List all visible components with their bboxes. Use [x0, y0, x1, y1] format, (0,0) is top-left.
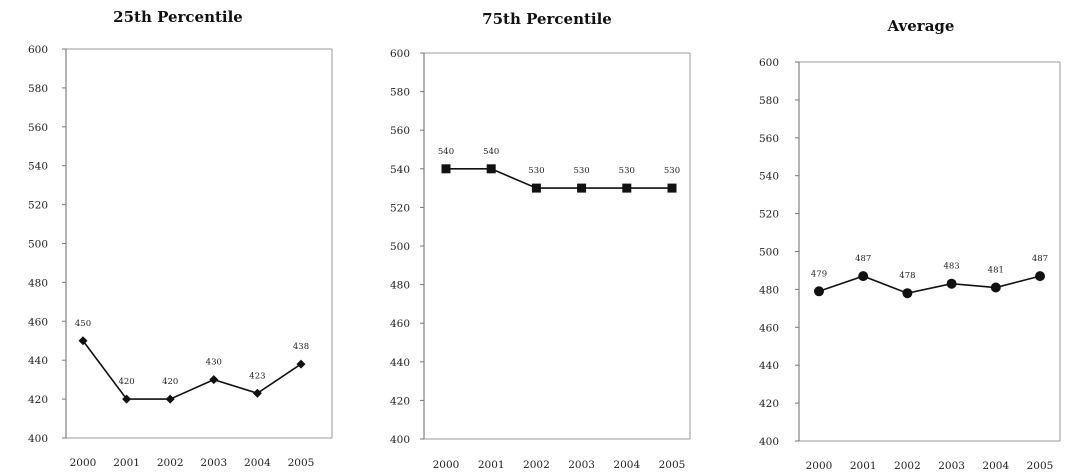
x-tick-label: 2000 [806, 460, 833, 472]
data-point-marker [486, 164, 496, 174]
data-label: 423 [249, 371, 265, 381]
x-tick-label: 2002 [894, 460, 921, 472]
y-tick-label: 540 [759, 171, 779, 183]
x-tick-label: 2004 [613, 459, 640, 471]
y-tick-label: 580 [28, 83, 48, 95]
x-tick-label: 2002 [157, 457, 184, 469]
chart-panel-3: Average 400 420 440 460 480 500 520 540 560 580 600… [759, 17, 1061, 472]
data-label: 540 [483, 147, 499, 157]
data-label: 430 [206, 358, 222, 368]
x-tick-label: 2004 [244, 457, 271, 469]
y-tick-label: 520 [759, 209, 779, 221]
y-tick-label: 560 [28, 122, 48, 134]
data-point-marker [252, 388, 262, 398]
data-point-marker [858, 271, 869, 282]
y-tick-label: 540 [390, 164, 410, 176]
data-point-marker [531, 183, 541, 193]
data-label: 420 [162, 377, 178, 387]
series-line [818, 275, 1041, 295]
data-point-marker [165, 394, 175, 404]
data-point-marker [78, 336, 88, 346]
x-tick-label: 2003 [200, 457, 227, 469]
x-tick-label: 2001 [478, 459, 505, 471]
x-tick-label: 2005 [659, 459, 686, 471]
y-tick-label: 400 [759, 436, 779, 448]
y-tick-label: 440 [390, 357, 410, 369]
data-label: 540 [438, 147, 454, 157]
data-label: 438 [293, 342, 309, 352]
data-point-marker [296, 359, 306, 369]
chart-panel-2: 75th Percentile 400 420 440 460 480 500 520 540 5… [390, 10, 691, 471]
y-tick-label: 440 [28, 355, 48, 367]
y-tick-label: 460 [759, 322, 779, 334]
data-label: 450 [75, 319, 91, 329]
data-point-marker [990, 282, 1001, 293]
y-tick-label: 480 [390, 280, 410, 292]
x-tick-label: 2003 [938, 460, 965, 472]
chart-panel-1: 25th Percentile 400 420 440 460 480 500 520 540 5… [28, 8, 333, 469]
y-tick-label: 460 [390, 318, 410, 330]
data-label: 481 [988, 266, 1004, 276]
data-point-marker [441, 164, 451, 174]
data-point-marker [1035, 271, 1045, 282]
y-tick-label: 520 [390, 202, 410, 214]
x-tick-label: 2001 [850, 460, 877, 472]
x-tick-label: 2000 [433, 459, 460, 471]
y-tick-label: 420 [390, 395, 410, 407]
data-label: 478 [899, 271, 915, 281]
data-point-marker [122, 394, 132, 404]
series-line [446, 168, 672, 189]
data-label: 530 [573, 166, 589, 176]
data-label: 479 [811, 269, 827, 279]
data-label: 483 [943, 262, 959, 272]
x-tick-label: 2002 [523, 459, 550, 471]
x-tick-label: 2005 [288, 457, 315, 469]
x-tick-label: 2003 [568, 459, 595, 471]
y-tick-label: 580 [390, 87, 410, 99]
y-tick-label: 400 [28, 433, 48, 445]
chart-title: 75th Percentile [482, 10, 612, 28]
y-tick-label: 520 [28, 200, 48, 212]
y-tick-label: 460 [28, 316, 48, 328]
y-tick-label: 600 [759, 57, 779, 69]
chart-title: Average [887, 17, 955, 35]
y-tick-label: 400 [390, 434, 410, 446]
data-point-marker [902, 288, 913, 299]
y-tick-label: 580 [759, 95, 779, 107]
data-point-marker [814, 286, 824, 297]
data-label: 530 [664, 166, 680, 176]
data-label: 530 [619, 166, 635, 176]
y-tick-label: 500 [28, 239, 48, 251]
y-tick-label: 420 [28, 394, 48, 406]
data-point-marker [622, 183, 632, 193]
y-tick-label: 600 [28, 44, 48, 56]
y-tick-label: 560 [759, 133, 779, 145]
y-tick-label: 540 [28, 161, 48, 173]
x-tick-label: 2000 [70, 457, 97, 469]
series-line [82, 340, 302, 400]
data-point-marker [209, 375, 219, 385]
data-label: 420 [118, 377, 134, 387]
x-tick-label: 2004 [982, 460, 1009, 472]
data-point-marker [577, 183, 587, 193]
y-tick-label: 560 [390, 125, 410, 137]
x-tick-label: 2001 [113, 457, 140, 469]
data-point-marker [946, 278, 957, 289]
y-tick-label: 500 [390, 241, 410, 253]
data-label: 487 [855, 254, 871, 264]
data-point-marker [667, 183, 677, 193]
data-label: 530 [528, 166, 544, 176]
y-tick-label: 500 [759, 247, 779, 259]
y-tick-label: 600 [390, 48, 410, 60]
y-tick-label: 420 [759, 398, 779, 410]
data-label: 487 [1032, 254, 1048, 264]
chart-title: 25th Percentile [113, 8, 243, 26]
x-tick-label: 2005 [1027, 460, 1054, 472]
y-tick-label: 440 [759, 360, 779, 372]
y-tick-label: 480 [759, 284, 779, 296]
y-tick-label: 480 [28, 277, 48, 289]
